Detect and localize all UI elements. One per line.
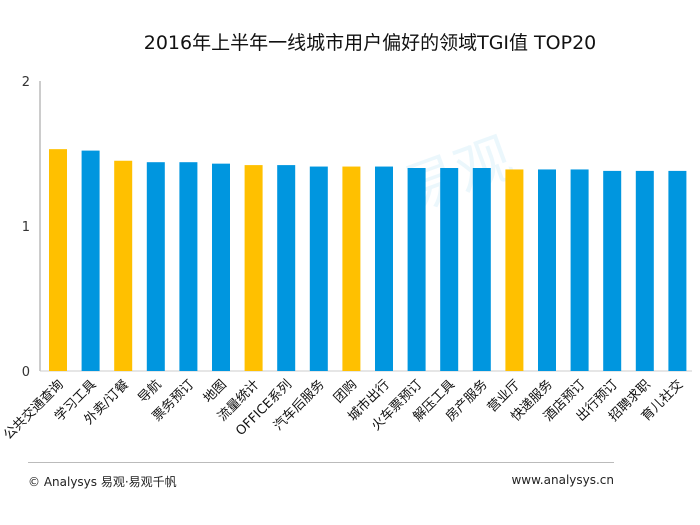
footer-divider: [28, 462, 614, 463]
bar: [570, 169, 589, 371]
bar: [277, 165, 296, 371]
bar: [244, 165, 263, 371]
bar: [179, 162, 198, 371]
bar: [538, 169, 556, 371]
bar: [472, 168, 491, 371]
bar: [114, 160, 133, 371]
bar: [440, 168, 459, 371]
y-tick-label: 2: [22, 75, 30, 90]
bar: [212, 163, 230, 371]
bar: [342, 166, 361, 371]
bar: [309, 166, 328, 371]
x-tick-label: 地图: [201, 377, 230, 406]
y-tick-label: 1: [22, 220, 30, 235]
bar: [407, 168, 426, 371]
x-tick-label: 导航: [135, 377, 165, 407]
y-tick-label: 0: [22, 365, 30, 380]
bar: [505, 169, 524, 371]
bar: [375, 166, 393, 371]
chart-title: 2016年上半年一线城市用户偏好的领域TGI值 TOP20: [143, 32, 597, 54]
bar: [668, 170, 687, 371]
bar: [49, 149, 67, 371]
bar: [603, 170, 622, 371]
bar: [635, 170, 654, 371]
footer-url: www.analysys.cn: [511, 473, 614, 487]
bar: [146, 162, 165, 371]
x-tick-label: 团购: [331, 377, 361, 407]
footer-copyright: © Analysys 易观·易观千帆: [28, 475, 177, 489]
bar: [81, 150, 100, 371]
